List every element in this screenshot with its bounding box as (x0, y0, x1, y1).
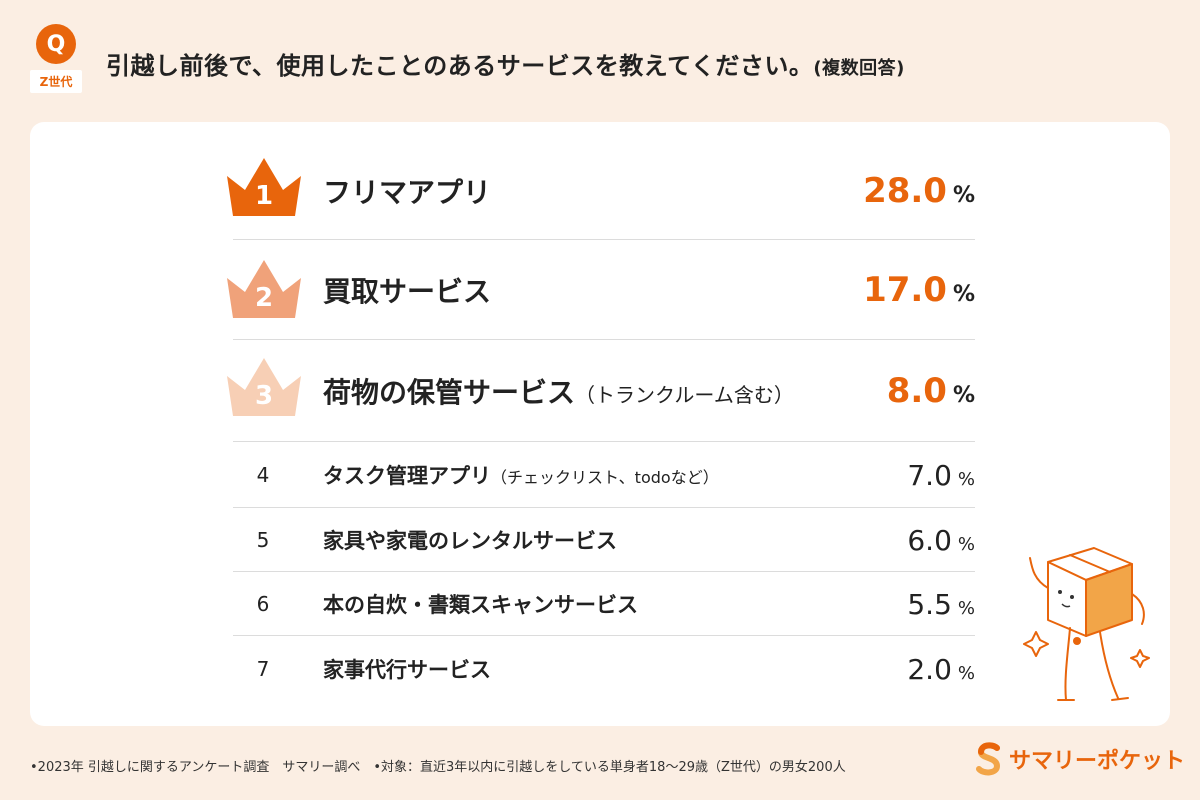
divider (233, 635, 975, 636)
crown-shape (227, 358, 301, 416)
service-label: タスク管理アプリ（チェックリスト、todoなど） (323, 464, 719, 488)
question-text: 引越し前後で、使用したことのあるサービスを教えてください。 (106, 52, 814, 80)
crown-shape (227, 158, 301, 216)
percent-value: 28.0% (863, 171, 975, 211)
ranking-row: 7 家事代行サービス 2.0% (233, 636, 975, 702)
crown-icon: 3 (225, 356, 303, 416)
service-label: フリマアプリ (323, 176, 492, 209)
divider (233, 239, 975, 240)
generation-tag: Z世代 (30, 70, 82, 93)
divider (233, 507, 975, 508)
rank-number: 2 (254, 283, 274, 313)
service-label: 買取サービス (323, 275, 492, 308)
question-suffix: (複数回答) (813, 58, 905, 79)
question-badge: Q Z世代 (30, 24, 88, 93)
ranking-panel: 1 フリマアプリ 28.0% 2 買取サービス 17.0% 3 荷物の保管サービ… (30, 122, 1170, 726)
ranking-row: 1 フリマアプリ 28.0% (227, 142, 975, 240)
percent-value: 17.0% (863, 270, 975, 310)
brand-logo: サマリーポケット (975, 742, 1185, 776)
percent-value: 2.0% (907, 652, 975, 686)
ranking-row: 5 家具や家電のレンタルサービス 6.0% (233, 508, 975, 572)
box-mascot-illustration (1023, 547, 1150, 701)
page-title: 引越し前後で、使用したことのあるサービスを教えてください。(複数回答) (106, 46, 905, 81)
divider (233, 441, 975, 442)
percent-value: 6.0% (907, 523, 975, 557)
service-label: 家事代行サービス (323, 658, 491, 682)
service-label: 本の自炊・書類スキャンサービス (323, 593, 638, 617)
ranking-row: 4 タスク管理アプリ（チェックリスト、todoなど） 7.0% (233, 442, 975, 508)
divider (233, 571, 975, 572)
divider (233, 339, 975, 340)
crown-icon: 2 (225, 258, 303, 318)
service-label: 荷物の保管サービス（トランクルーム含む） (323, 376, 794, 409)
survey-footnote: •2023年 引越しに関するアンケート調査 サマリー調べ •対象：直近3年以内に… (30, 760, 846, 775)
rank-number: 5 (256, 528, 270, 552)
crown-icon: 1 (225, 156, 303, 216)
rank-number: 4 (256, 463, 270, 487)
percent-value: 7.0% (907, 458, 975, 492)
brand-name: サマリーポケット (1009, 749, 1186, 774)
brand-s-icon (976, 742, 1001, 776)
rank-number: 3 (254, 381, 274, 411)
ranking-row: 3 荷物の保管サービス（トランクルーム含む） 8.0% (227, 340, 975, 442)
rank-number: 1 (254, 181, 274, 211)
crown-shape (227, 260, 301, 318)
percent-value: 5.5% (907, 587, 975, 621)
rank-number: 7 (256, 657, 270, 681)
ranking-row: 2 買取サービス 17.0% (227, 240, 975, 340)
percent-value: 8.0% (886, 371, 975, 411)
q-icon: Q (36, 24, 76, 64)
rank-number: 6 (256, 592, 270, 616)
service-label: 家具や家電のレンタルサービス (323, 529, 617, 553)
ranking-row: 6 本の自炊・書類スキャンサービス 5.5% (233, 572, 975, 636)
